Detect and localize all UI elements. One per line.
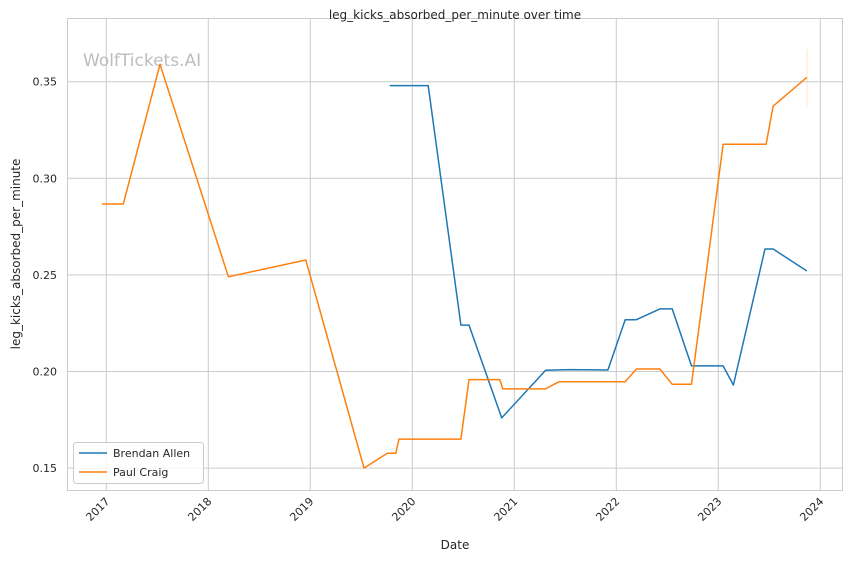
y-tick-label: 0.30 <box>33 172 58 185</box>
legend-label: Brendan Allen <box>113 447 190 460</box>
legend-label: Paul Craig <box>113 466 168 479</box>
y-tick-label: 0.25 <box>33 269 58 282</box>
y-axis-label: leg_kicks_absorbed_per_minute <box>9 159 23 350</box>
legend: Brendan Allen Paul Craig <box>74 443 204 484</box>
x-axis-label: Date <box>441 538 470 552</box>
y-tick-label: 0.15 <box>33 462 58 475</box>
watermark: WolfTickets.AI <box>83 51 201 71</box>
y-tick-label: 0.35 <box>33 76 58 89</box>
y-tick-label: 0.20 <box>33 366 58 379</box>
chart-title: leg_kicks_absorbed_per_minute over time <box>329 8 581 22</box>
